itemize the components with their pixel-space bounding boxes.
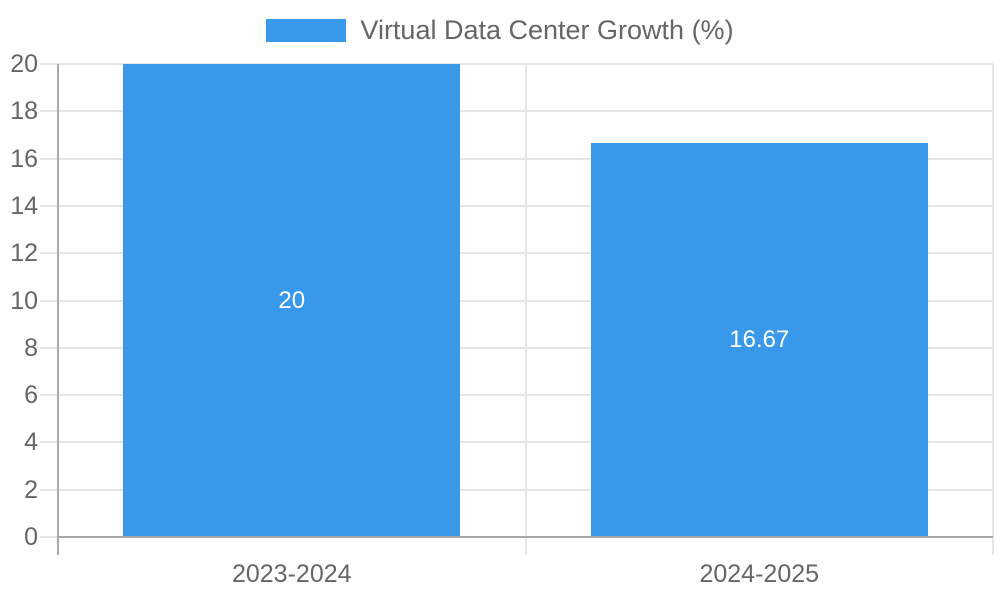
gridline-y-20 [40, 63, 993, 65]
gridline-y-16 [40, 157, 993, 160]
y-axis-tick-label: 20 [10, 50, 38, 78]
gridline-y-10 [40, 299, 993, 302]
gridline-y-2 [40, 488, 993, 491]
bar-value-label: 20 [278, 286, 306, 314]
gridline-x-boundary [992, 64, 994, 555]
x-axis-category-label: 2023-2024 [231, 560, 352, 588]
bar-2024-2025[interactable] [590, 142, 928, 537]
legend-color-swatch [266, 19, 347, 42]
gridline-y-8 [40, 346, 993, 349]
y-axis-tick-label: 4 [24, 428, 38, 457]
gridline-y-6 [40, 394, 993, 397]
y-axis-tick-label: 0 [24, 523, 38, 551]
bar-value-label: 16.67 [729, 325, 790, 353]
y-axis-tick-label: 8 [24, 333, 38, 362]
gridline-x-boundary [524, 64, 527, 555]
gridline-y-14 [40, 204, 993, 207]
y-axis-tick-label: 10 [10, 286, 38, 315]
gridline-y-18 [40, 110, 993, 113]
gridline-y-4 [40, 441, 993, 444]
y-axis-tick-label: 12 [10, 239, 38, 268]
y-axis-tick-label: 14 [10, 191, 38, 220]
bar-2023-2024[interactable] [123, 64, 461, 537]
legend-label: Virtual Data Center Growth (%) [360, 15, 734, 45]
x-axis-line [58, 536, 993, 538]
y-axis-tick-label: 18 [10, 97, 38, 126]
chart-legend[interactable]: Virtual Data Center Growth (%) [0, 15, 1000, 46]
y-axis-tick-label: 6 [24, 381, 38, 410]
y-axis-tick-label: 16 [10, 144, 38, 173]
y-axis-line [57, 64, 59, 555]
x-axis-category-label: 2024-2025 [699, 560, 820, 588]
gridline-y-12 [40, 252, 993, 255]
y-axis-tick-label: 2 [24, 475, 38, 504]
